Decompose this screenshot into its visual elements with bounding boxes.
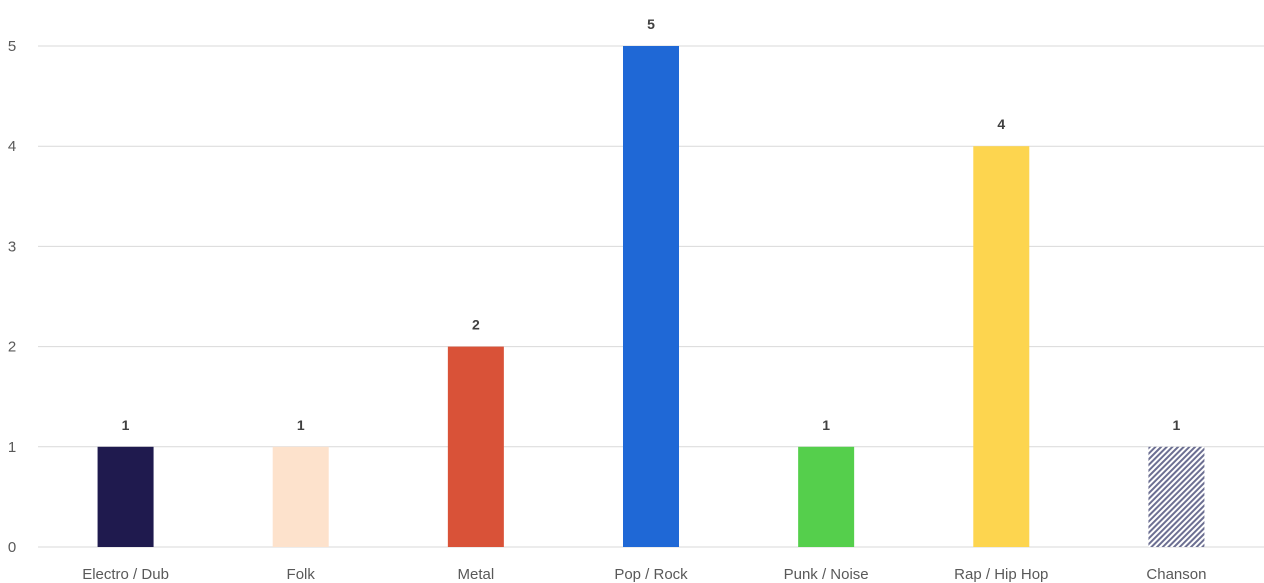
y-tick-label: 2 bbox=[8, 339, 16, 356]
bar bbox=[447, 346, 504, 547]
bar bbox=[798, 446, 855, 547]
data-label: 1 bbox=[822, 417, 830, 433]
data-label: 5 bbox=[647, 16, 655, 32]
x-category-label: Pop / Rock bbox=[614, 566, 688, 583]
y-tick-label: 4 bbox=[8, 138, 16, 155]
data-label: 1 bbox=[122, 417, 130, 433]
data-label: 4 bbox=[997, 116, 1005, 132]
x-category-label: Metal bbox=[458, 566, 495, 583]
x-category-label: Rap / Hip Hop bbox=[954, 566, 1048, 583]
x-category-label: Punk / Noise bbox=[784, 566, 869, 583]
y-tick-label: 3 bbox=[8, 238, 16, 255]
x-axis-categories: Electro / Dub Folk Metal Pop / Rock Punk / N… bbox=[82, 566, 1206, 583]
y-tick-label: 1 bbox=[8, 439, 16, 456]
x-category-label: Chanson bbox=[1146, 566, 1206, 583]
x-category-label: Folk bbox=[287, 566, 316, 583]
y-tick-label: 0 bbox=[8, 539, 16, 556]
bar bbox=[1148, 446, 1205, 547]
bar bbox=[623, 46, 679, 547]
data-label: 1 bbox=[1173, 417, 1181, 433]
bar bbox=[973, 146, 1030, 547]
data-label: 1 bbox=[297, 417, 305, 433]
data-labels: 1 1 2 5 1 4 1 bbox=[122, 16, 1181, 433]
bars bbox=[97, 46, 1205, 547]
bar bbox=[272, 446, 329, 547]
data-label: 2 bbox=[472, 317, 480, 333]
y-tick-label: 5 bbox=[8, 38, 16, 55]
bar bbox=[97, 446, 154, 547]
y-axis-ticks: 0 1 2 3 4 5 bbox=[8, 38, 16, 556]
x-category-label: Electro / Dub bbox=[82, 566, 169, 583]
